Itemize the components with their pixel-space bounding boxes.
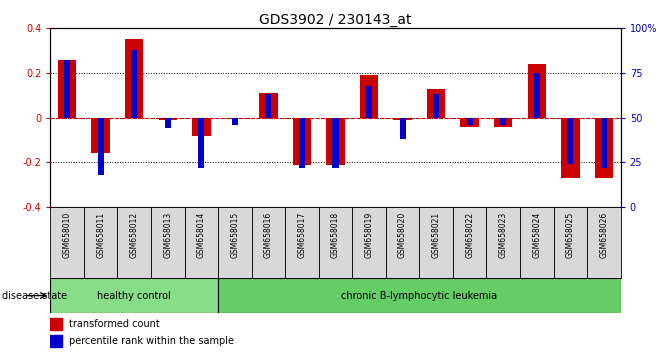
Bar: [352, 207, 386, 278]
Bar: [64, 61, 70, 118]
Text: GSM658015: GSM658015: [230, 212, 240, 258]
Text: GSM658019: GSM658019: [364, 212, 374, 258]
Text: GSM658011: GSM658011: [96, 212, 105, 258]
Text: GSM658026: GSM658026: [599, 212, 609, 258]
Bar: [486, 207, 520, 278]
Bar: [326, 118, 345, 165]
Bar: [466, 118, 472, 125]
Bar: [333, 118, 338, 168]
Text: GSM658017: GSM658017: [297, 212, 307, 258]
Bar: [185, 207, 218, 278]
Bar: [218, 278, 621, 313]
Bar: [427, 88, 446, 118]
Bar: [386, 207, 419, 278]
Title: GDS3902 / 230143_at: GDS3902 / 230143_at: [259, 13, 412, 27]
Bar: [252, 207, 285, 278]
Text: GSM658013: GSM658013: [163, 212, 172, 258]
Bar: [265, 95, 271, 118]
Text: GSM658022: GSM658022: [465, 212, 474, 258]
Bar: [285, 207, 319, 278]
Bar: [151, 207, 185, 278]
Bar: [50, 318, 62, 330]
Bar: [399, 118, 405, 139]
Bar: [501, 118, 506, 125]
Text: GSM658020: GSM658020: [398, 212, 407, 258]
Bar: [360, 75, 378, 118]
Bar: [299, 118, 305, 168]
Bar: [199, 118, 204, 168]
Text: transformed count: transformed count: [68, 319, 159, 329]
Bar: [158, 118, 177, 120]
Bar: [595, 118, 613, 178]
Bar: [366, 86, 372, 118]
Bar: [91, 118, 110, 154]
Bar: [520, 207, 554, 278]
Bar: [165, 118, 171, 129]
Bar: [567, 118, 573, 164]
Text: chronic B-lymphocytic leukemia: chronic B-lymphocytic leukemia: [342, 291, 497, 301]
Bar: [460, 118, 479, 127]
Text: GSM658024: GSM658024: [532, 212, 541, 258]
Bar: [453, 207, 486, 278]
Text: GSM658014: GSM658014: [197, 212, 206, 258]
Bar: [58, 59, 76, 118]
Text: GSM658018: GSM658018: [331, 212, 340, 258]
Bar: [125, 40, 144, 118]
Bar: [433, 95, 439, 118]
Text: GSM658025: GSM658025: [566, 212, 575, 258]
Bar: [259, 93, 278, 118]
Bar: [393, 118, 412, 120]
Bar: [218, 207, 252, 278]
Bar: [419, 207, 453, 278]
Text: GSM658021: GSM658021: [431, 212, 441, 258]
Text: GSM658012: GSM658012: [130, 212, 139, 258]
Text: GSM658016: GSM658016: [264, 212, 273, 258]
Text: GSM658010: GSM658010: [62, 212, 72, 258]
Bar: [494, 118, 513, 127]
Bar: [534, 73, 539, 118]
Text: GSM658023: GSM658023: [499, 212, 508, 258]
Bar: [232, 118, 238, 125]
Bar: [293, 118, 311, 165]
Bar: [561, 118, 580, 178]
Bar: [117, 207, 151, 278]
Bar: [50, 278, 218, 313]
Bar: [192, 118, 211, 136]
Bar: [554, 207, 587, 278]
Bar: [601, 118, 607, 168]
Bar: [84, 207, 117, 278]
Bar: [50, 335, 62, 347]
Bar: [131, 50, 137, 118]
Bar: [319, 207, 352, 278]
Bar: [527, 64, 546, 118]
Bar: [50, 207, 84, 278]
Bar: [587, 207, 621, 278]
Bar: [98, 118, 103, 175]
Text: disease state: disease state: [2, 291, 67, 301]
Text: healthy control: healthy control: [97, 291, 171, 301]
Text: percentile rank within the sample: percentile rank within the sample: [68, 336, 234, 346]
